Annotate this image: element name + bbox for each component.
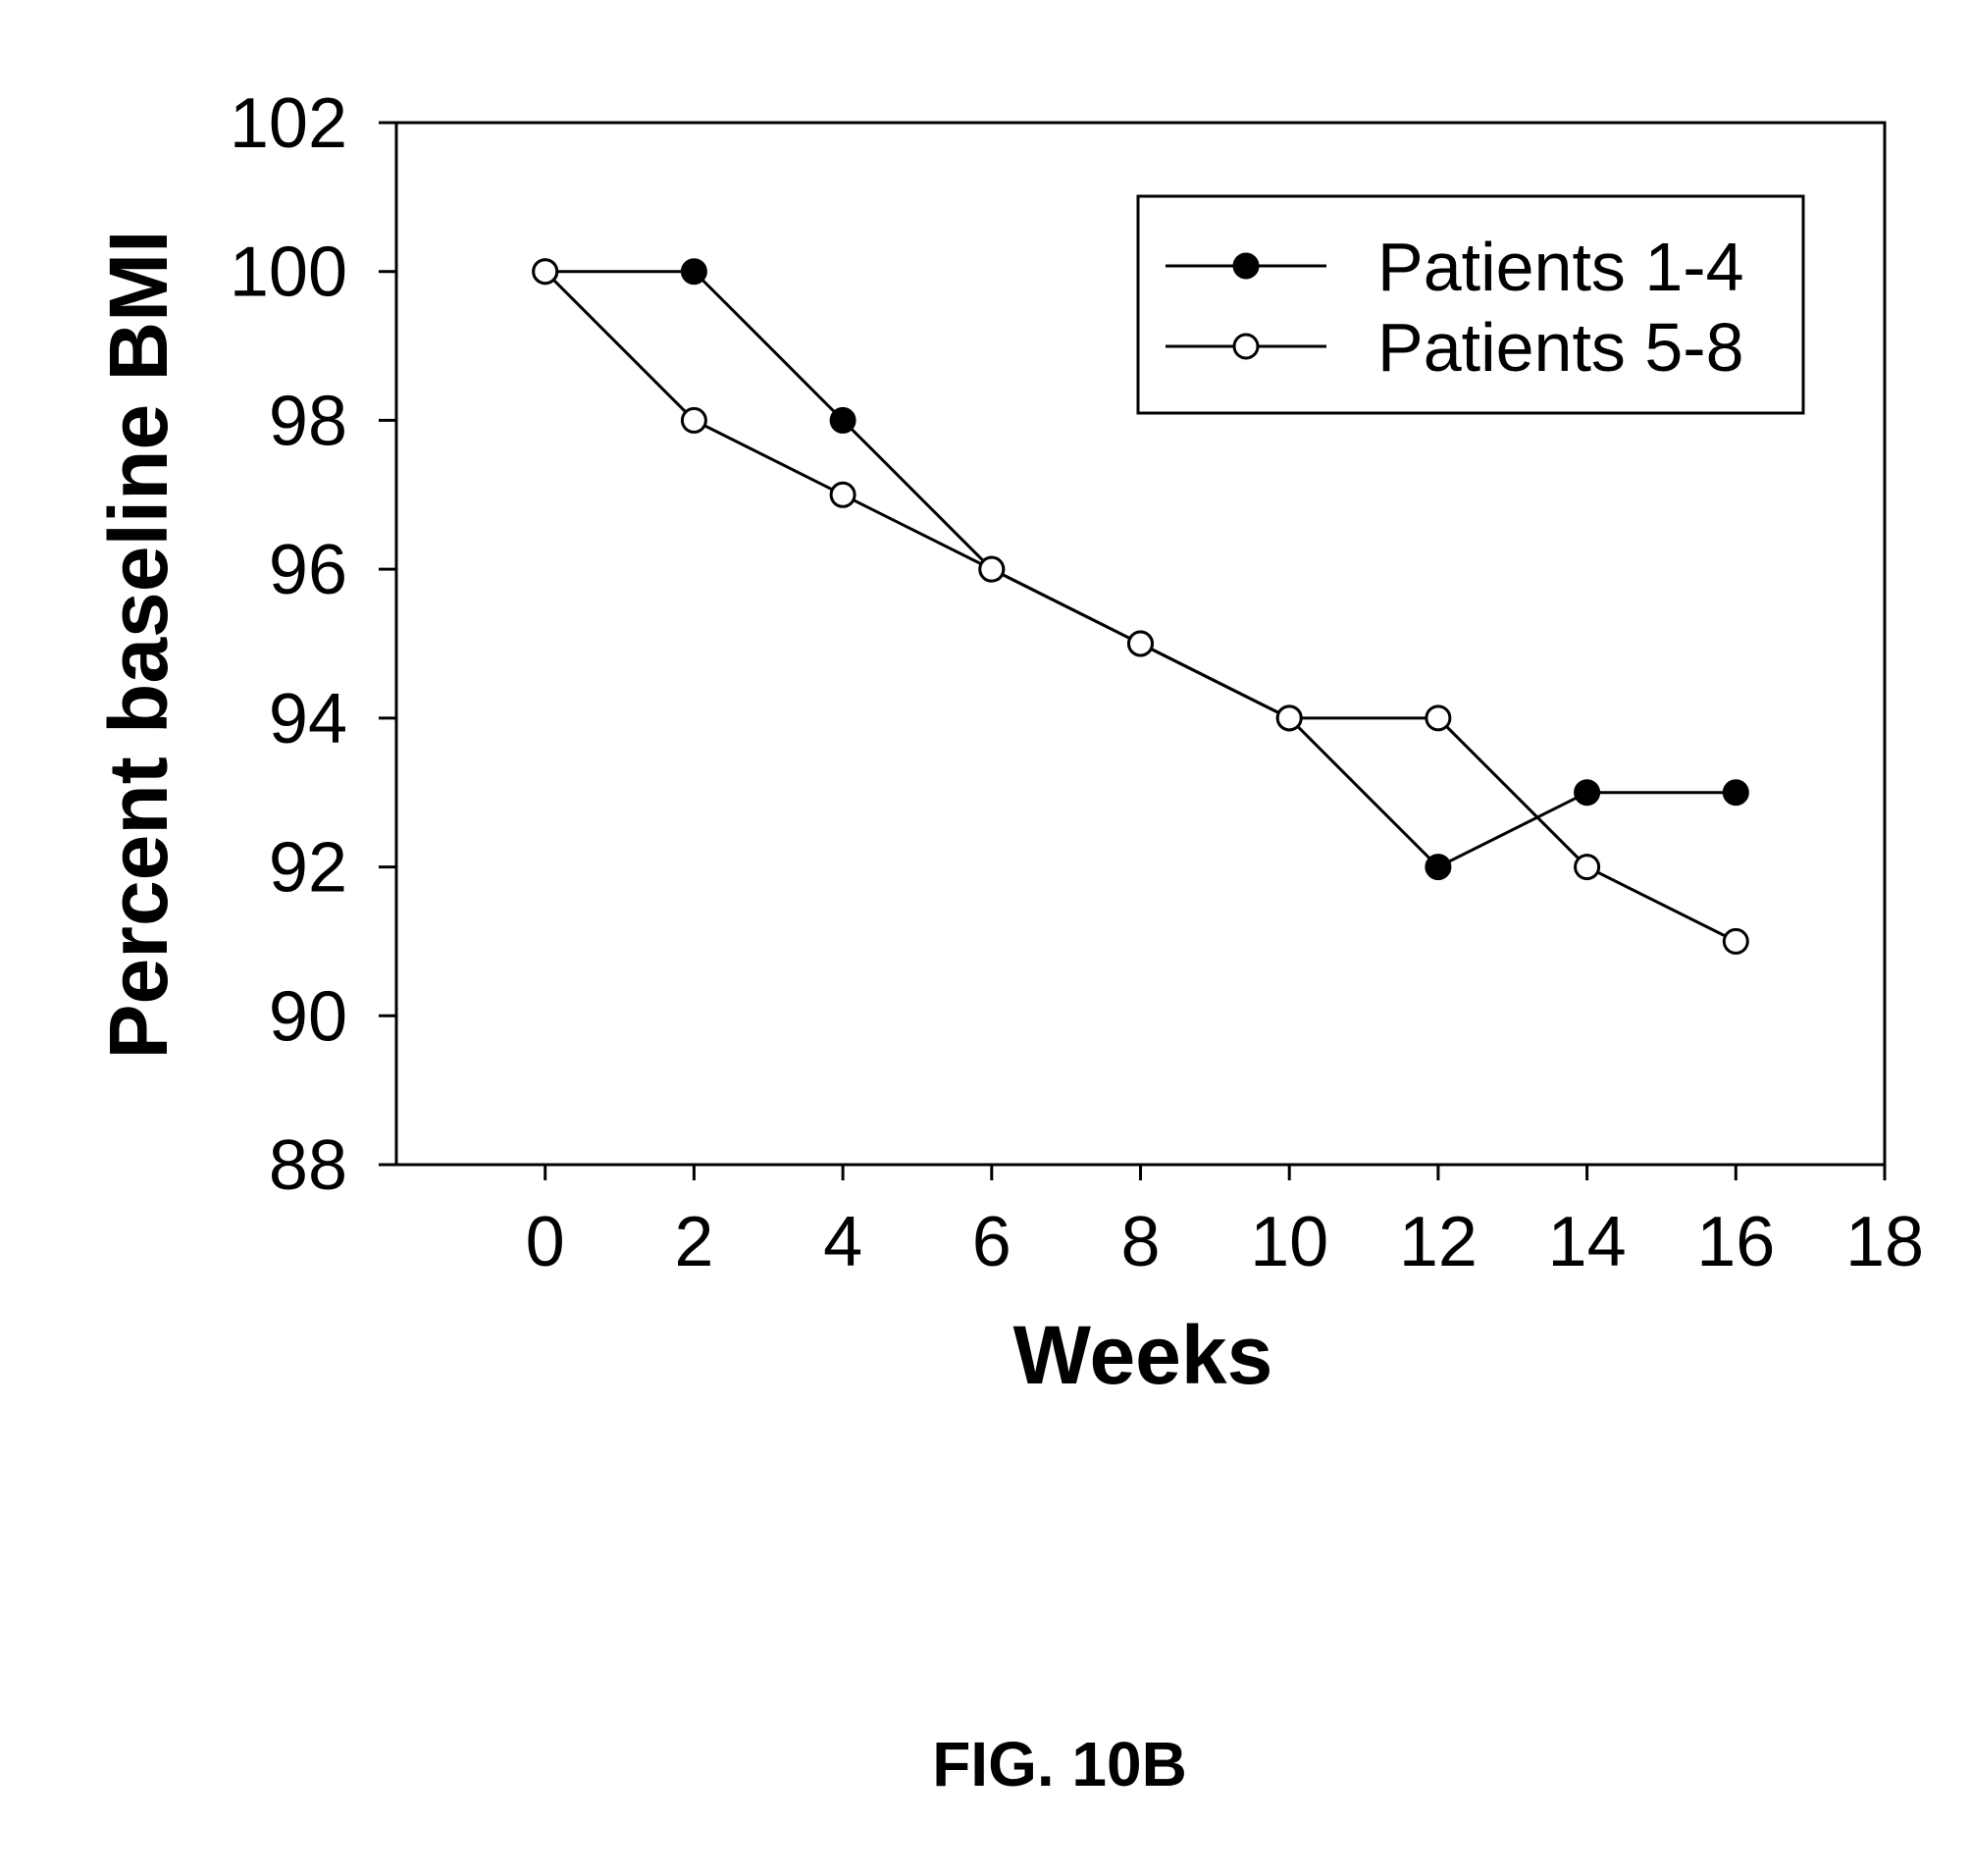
data-point-patients-5-8	[1574, 854, 1601, 881]
legend-label-patients-1-4: Patients 1-4	[1377, 229, 1744, 305]
series-layer	[532, 258, 1749, 955]
x-tick-label: 6	[972, 1203, 1011, 1281]
data-point-patients-5-8	[1425, 704, 1452, 732]
figure-caption: FIG. 10B	[932, 1729, 1187, 1799]
legend-marker-patients-1-4	[1232, 252, 1260, 280]
data-point-patients-1-4	[829, 406, 856, 434]
x-tick-label: 4	[823, 1203, 862, 1281]
y-tick-label: 96	[269, 531, 347, 609]
x-tick-label: 14	[1548, 1203, 1627, 1281]
x-tick-label: 10	[1250, 1203, 1328, 1281]
y-tick-label: 98	[269, 382, 347, 460]
x-tick-label: 18	[1845, 1203, 1924, 1281]
legend-marker-patients-5-8	[1232, 333, 1260, 360]
data-point-patients-5-8	[680, 406, 707, 434]
y-tick-label: 88	[269, 1126, 347, 1205]
data-point-patients-5-8	[978, 555, 1006, 583]
data-point-patients-5-8	[532, 258, 559, 286]
y-tick-label: 92	[269, 829, 347, 908]
y-tick-label: 94	[269, 680, 347, 758]
x-tick-label: 12	[1399, 1203, 1478, 1281]
y-tick-label: 90	[269, 977, 347, 1056]
data-point-patients-1-4	[680, 258, 707, 286]
y-tick-label: 100	[230, 234, 347, 312]
data-point-patients-5-8	[1275, 704, 1303, 732]
data-point-patients-1-4	[1722, 779, 1749, 807]
y-tick-label: 102	[230, 84, 347, 163]
legend-box	[1136, 194, 1805, 415]
data-point-patients-1-4	[1425, 854, 1452, 881]
data-point-patients-5-8	[829, 481, 856, 508]
x-tick-label: 16	[1696, 1203, 1775, 1281]
data-point-patients-1-4	[1574, 779, 1601, 807]
data-point-patients-5-8	[1127, 630, 1154, 657]
y-axis-title: Percent baseline BMI	[92, 231, 184, 1060]
x-tick-label: 8	[1120, 1203, 1160, 1281]
axes: 88 90 92 94 96 98 100 102 0 2 4 6 8 10 12 14 16 18	[230, 84, 1924, 1281]
x-tick-label: 0	[526, 1203, 565, 1281]
x-axis-title: Weeks	[1013, 1309, 1273, 1401]
legend-label-patients-5-8: Patients 5-8	[1377, 309, 1744, 386]
data-point-patients-5-8	[1722, 927, 1749, 955]
x-tick-label: 2	[674, 1203, 713, 1281]
